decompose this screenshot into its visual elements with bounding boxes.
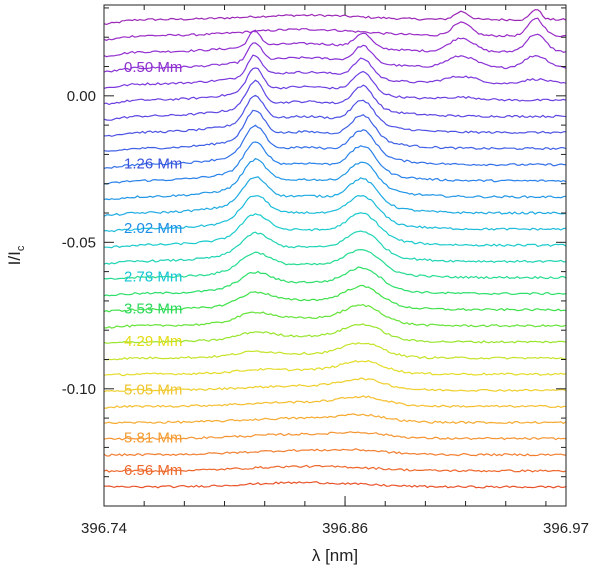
series-line-4 <box>104 54 566 89</box>
series-line-29 <box>104 481 566 489</box>
series-line-18 <box>104 284 566 313</box>
series-line-27 <box>104 448 566 457</box>
series-line-12 <box>104 176 566 217</box>
series-line-6 <box>104 79 566 121</box>
y-tick-label: -0.05 <box>62 234 96 251</box>
series-line-3 <box>104 42 566 73</box>
y-tick-label: -0.10 <box>62 381 96 398</box>
height-label: 0.50 Mm <box>124 59 182 76</box>
series-line-21 <box>104 342 566 361</box>
series-line-10 <box>104 141 566 185</box>
series-layer <box>104 9 566 489</box>
x-axis-title: λ [nm] <box>312 546 358 565</box>
series-line-24 <box>104 395 566 409</box>
x-tick-label: 396.97 <box>543 520 589 537</box>
series-line-9 <box>104 124 566 169</box>
series-line-26 <box>104 431 566 441</box>
y-axis-title-subscript: c <box>15 245 27 251</box>
plot-frame <box>103 4 567 507</box>
series-line-5 <box>104 67 566 106</box>
height-label: 2.78 Mm <box>124 268 182 285</box>
height-label: 2.02 Mm <box>124 220 182 237</box>
series-line-25 <box>104 413 566 425</box>
series-line-8 <box>104 109 566 152</box>
series-line-11 <box>104 157 566 201</box>
series-line-20 <box>104 323 566 344</box>
y-tick-label: 0.00 <box>67 88 96 105</box>
height-label: 5.81 Mm <box>124 430 182 447</box>
series-line-16 <box>104 248 566 280</box>
series-line-14 <box>104 212 566 249</box>
series-line-1 <box>104 17 566 41</box>
height-label: 1.26 Mm <box>124 156 182 173</box>
plot-border <box>103 4 567 507</box>
series-line-22 <box>104 359 566 377</box>
height-label: 3.53 Mm <box>124 301 182 318</box>
x-tick-label: 396.86 <box>322 520 368 537</box>
series-labels: 0.50 Mm 1.26 Mm 2.02 Mm 2.78 Mm 3.53 Mm 4.29 … <box>124 59 182 479</box>
x-tick-label: 396.74 <box>81 520 127 537</box>
series-line-13 <box>104 194 566 233</box>
series-line-28 <box>104 464 566 473</box>
series-line-17 <box>104 266 566 297</box>
height-label: 4.29 Mm <box>124 333 182 350</box>
series-line-2 <box>104 29 566 58</box>
series-line-19 <box>104 303 566 329</box>
y-axis-title: I/Ic <box>5 245 27 265</box>
series-line-0 <box>104 9 566 26</box>
height-label: 5.05 Mm <box>124 381 182 398</box>
axis-ticks: 396.74 396.86 396.97 0.00 -0.05 -0.10 <box>62 5 589 537</box>
series-line-15 <box>104 230 566 265</box>
height-label: 6.56 Mm <box>124 462 182 479</box>
series-line-23 <box>104 377 566 393</box>
series-line-7 <box>104 94 566 137</box>
